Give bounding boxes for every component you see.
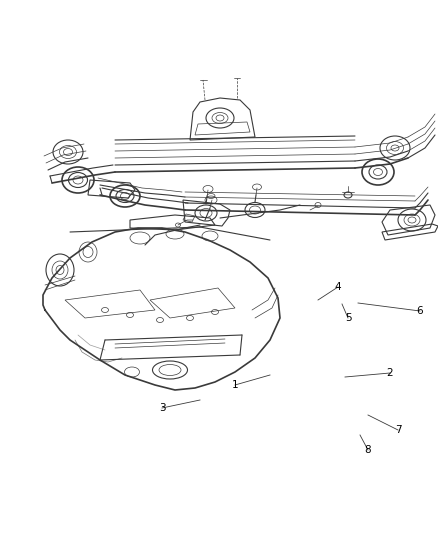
Text: 2: 2 [387,368,393,378]
Text: 3: 3 [159,403,165,413]
Text: 5: 5 [345,313,351,323]
Text: 6: 6 [417,306,423,316]
Text: 1: 1 [232,380,238,390]
Text: 8: 8 [365,445,371,455]
Text: 7: 7 [395,425,401,435]
Text: 4: 4 [335,282,341,292]
